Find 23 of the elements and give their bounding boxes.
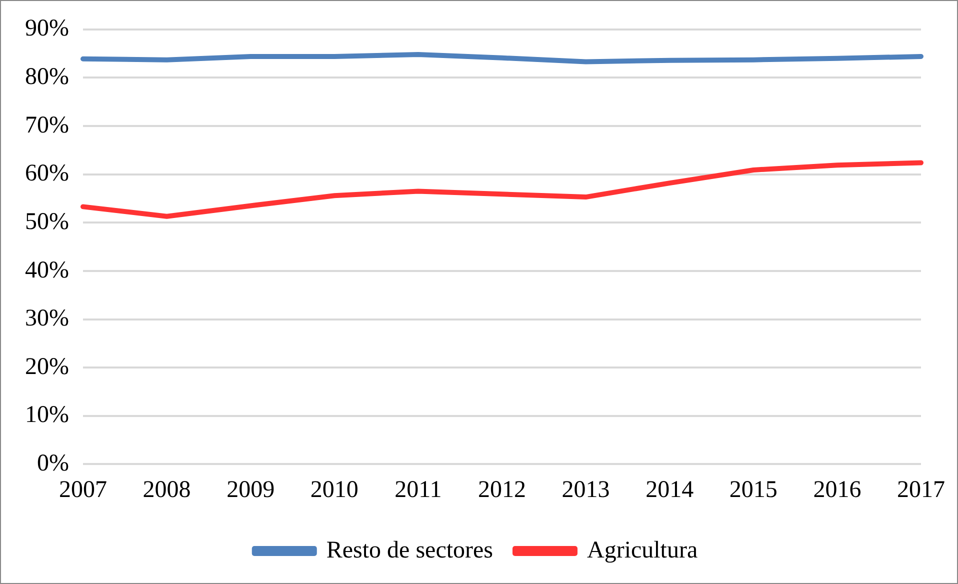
y-tick-label: 10% bbox=[24, 402, 69, 428]
x-tick-label: 2014 bbox=[646, 476, 694, 503]
y-tick-label: 80% bbox=[24, 64, 69, 90]
x-tick-label: 2015 bbox=[729, 476, 778, 503]
y-tick-label: 20% bbox=[24, 354, 69, 380]
x-tick-label: 2007 bbox=[58, 476, 107, 503]
y-tick-label: 30% bbox=[24, 306, 69, 332]
x-tick-label: 2016 bbox=[813, 476, 862, 503]
x-tick-label: 2008 bbox=[142, 476, 191, 503]
x-tick-label: 2011 bbox=[394, 476, 442, 503]
legend-label: Agricultura bbox=[586, 537, 698, 564]
x-tick-label: 2010 bbox=[310, 476, 358, 503]
legend-label: Resto de sectores bbox=[326, 537, 494, 564]
y-tick-label: 70% bbox=[24, 112, 69, 138]
y-tick-label: 50% bbox=[24, 208, 69, 235]
y-tick-label: 0% bbox=[36, 450, 69, 476]
x-tick-label: 2013 bbox=[562, 476, 610, 503]
y-tick-label: 40% bbox=[24, 257, 69, 284]
y-tick-label: 60% bbox=[24, 160, 69, 187]
y-tick-label: 90% bbox=[24, 16, 69, 42]
x-tick-label: 2012 bbox=[478, 476, 526, 503]
x-tick-label: 2017 bbox=[897, 476, 945, 503]
x-tick-label: 2009 bbox=[226, 476, 275, 503]
